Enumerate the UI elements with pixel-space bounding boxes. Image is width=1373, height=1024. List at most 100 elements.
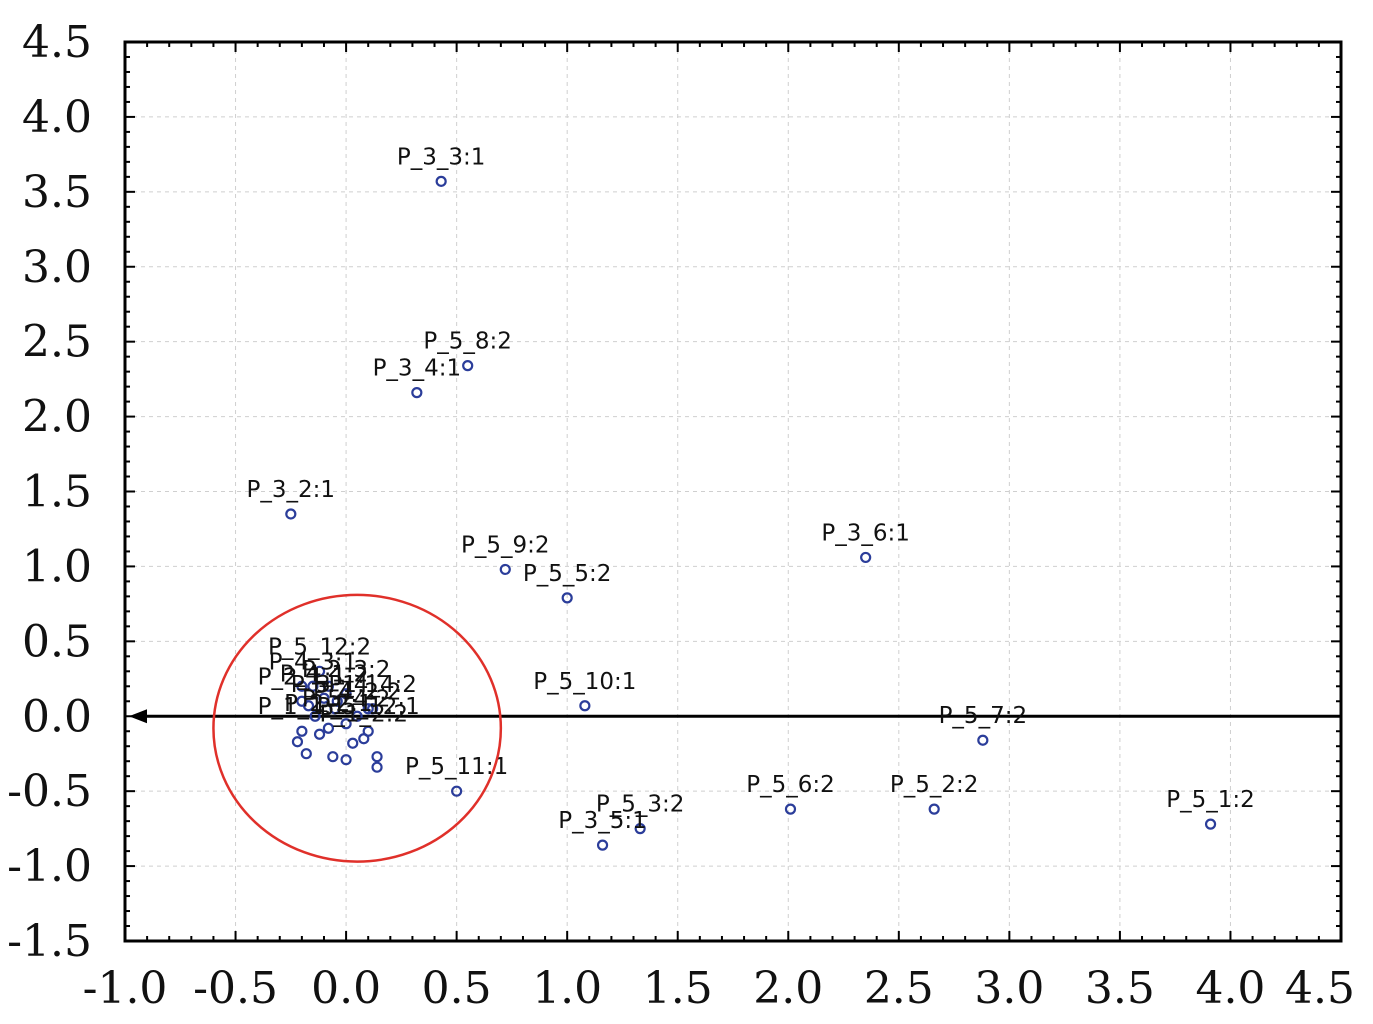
y-tick-label: 0.0 xyxy=(22,691,92,742)
grid-lines xyxy=(125,42,1341,941)
data-point xyxy=(579,700,591,712)
point-label: P_5_7:2 xyxy=(939,703,1028,729)
data-point xyxy=(561,592,573,604)
x-tick-label: -1.0 xyxy=(83,963,168,1014)
point-label: P_2_2:1 xyxy=(284,691,373,717)
data-point xyxy=(331,695,343,707)
point-label: P_5_11:1 xyxy=(405,754,508,780)
data-point xyxy=(634,823,646,835)
x-tick-label: 4.5 xyxy=(1285,963,1355,1014)
x-tick-label: 0.5 xyxy=(422,963,492,1014)
x-tick-label: 3.0 xyxy=(974,963,1044,1014)
data-point xyxy=(1204,818,1217,830)
y-tick-labels: 4.5 4.0 3.5 3.0 2.5 2.0 1.5 1.0 0.5 0.0 -0.5 -1.0 -1… xyxy=(7,17,92,967)
data-point xyxy=(300,748,312,760)
x-tick-label: 3.5 xyxy=(1085,963,1155,1014)
point-label: P_5_10:1 xyxy=(533,669,636,695)
data-point xyxy=(358,733,370,745)
point-label: P_4_2:2 xyxy=(313,679,402,705)
point-label: P_5_4:2 xyxy=(302,687,391,713)
point-label: P_2_1:1 xyxy=(258,664,347,690)
point-label: P_5_9:2 xyxy=(461,532,550,558)
point-label: P_4_1:2 xyxy=(280,661,369,687)
data-point xyxy=(435,175,447,187)
point-label: P_3_4:1 xyxy=(373,356,462,382)
data-point xyxy=(499,563,511,576)
data-point xyxy=(784,803,797,815)
point-label: P_3_2:1 xyxy=(247,477,336,503)
point-label: P_5_12:2 xyxy=(268,634,371,660)
y-tick-label: 3.0 xyxy=(22,242,92,293)
data-point xyxy=(340,754,352,766)
data-point xyxy=(302,700,315,712)
y-tick-label: 2.5 xyxy=(22,317,92,368)
data-point xyxy=(285,508,297,520)
point-label: P_3_5:1 xyxy=(558,808,647,834)
x-tick-label: 1.0 xyxy=(532,963,602,1014)
x-tick-label: 2.0 xyxy=(753,963,823,1014)
data-point xyxy=(322,722,335,734)
data-point xyxy=(596,839,609,851)
data-point xyxy=(367,703,379,715)
point-label: P_3_6:1 xyxy=(821,520,910,546)
data-point xyxy=(307,680,319,692)
y-tick-label: -0.5 xyxy=(7,766,92,817)
point-label: P_5_1:2 xyxy=(1166,787,1255,813)
data-point xyxy=(313,665,326,677)
point-label: P_4_4:2 xyxy=(328,672,417,698)
point-label: P_5_3:2 xyxy=(596,792,685,818)
point-label: P_2_3:2 xyxy=(302,657,391,683)
data-point xyxy=(327,751,339,763)
point-label: P_1_2:2 xyxy=(320,702,409,728)
data-point xyxy=(296,680,308,692)
point-label: P_5_2:2 xyxy=(890,772,979,798)
x-tick-labels: -1.0 -0.5 0.0 0.5 1.0 1.5 2.0 2.5 3.0 3.5 4.0 4.5 xyxy=(83,963,1355,1014)
point-label: P_3_3:1 xyxy=(397,144,486,170)
data-point xyxy=(322,680,335,692)
cluster-ellipse xyxy=(212,593,503,863)
y-tick-label: -1.5 xyxy=(7,916,92,967)
point-label: P_5_6:2 xyxy=(746,772,835,798)
tick-marks xyxy=(124,41,1342,942)
point-label: P_5_5:2 xyxy=(523,561,612,587)
x-tick-label: 0.0 xyxy=(311,963,381,1014)
point-label: P_5_8:2 xyxy=(423,329,512,355)
data-point xyxy=(462,360,474,372)
x-tick-label: -0.5 xyxy=(193,963,278,1014)
data-point xyxy=(347,737,359,749)
data-point xyxy=(451,785,463,797)
y-tick-label: 4.0 xyxy=(22,92,92,143)
data-point xyxy=(371,751,383,763)
y-tick-label: -1.0 xyxy=(7,841,92,892)
y-tick-label: 4.5 xyxy=(22,17,92,68)
data-point xyxy=(318,692,330,704)
data-point xyxy=(313,728,326,740)
y-tick-label: 0.5 xyxy=(22,616,92,667)
data-point xyxy=(351,710,363,722)
x-tick-label: 1.5 xyxy=(643,963,713,1014)
axis-arrow-icon xyxy=(129,709,147,724)
data-point xyxy=(371,761,383,773)
point-label: P_1_1:1 xyxy=(258,694,347,720)
data-point xyxy=(362,703,374,715)
data-point xyxy=(977,734,989,746)
y-tick-label: 1.5 xyxy=(22,467,92,518)
data-point xyxy=(291,736,304,748)
data-point xyxy=(309,710,321,722)
data-point xyxy=(340,718,352,730)
data-points: P_3_3:1 P_5_8:2P_3_4:1 P_3_2:1 P_5_9:2 P_5_5… xyxy=(247,144,1255,851)
data-point xyxy=(860,551,872,564)
y-tick-label: 1.0 xyxy=(22,541,92,592)
data-point xyxy=(928,803,940,815)
x-tick-label: 4.0 xyxy=(1195,963,1265,1014)
y-tick-label: 3.5 xyxy=(22,167,92,218)
data-point xyxy=(296,725,308,737)
point-label: P_4_3:1 xyxy=(269,649,358,675)
data-point xyxy=(411,387,423,399)
point-label: P_5_12:1 xyxy=(317,694,420,720)
y-tick-label: 2.0 xyxy=(22,392,92,443)
point-label: P_3_1:1 xyxy=(291,672,380,698)
data-point xyxy=(340,688,352,700)
x-tick-label: 2.5 xyxy=(864,963,934,1014)
